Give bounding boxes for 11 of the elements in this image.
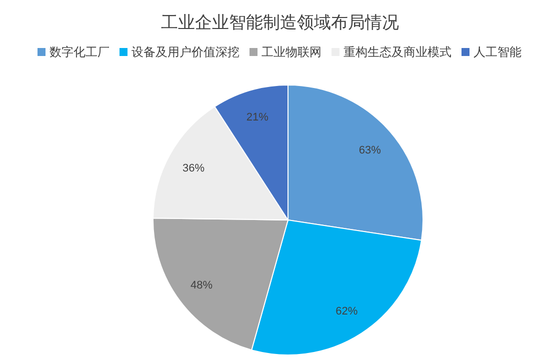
legend-label: 数字化工厂 <box>50 45 110 59</box>
legend-label: 人工智能 <box>474 45 522 59</box>
legend-label: 设备及用户价值深挖 <box>132 45 240 59</box>
chart-title: 工业企业智能制造领域布局情况 <box>161 13 399 32</box>
legend-label: 工业物联网 <box>262 45 322 59</box>
data-label: 36% <box>182 162 205 175</box>
data-label: 21% <box>246 111 269 124</box>
legend-label: 重构生态及商业模式 <box>344 45 452 59</box>
data-label: 62% <box>336 306 358 318</box>
data-label: 63% <box>358 144 382 157</box>
data-label: 48% <box>190 280 213 292</box>
